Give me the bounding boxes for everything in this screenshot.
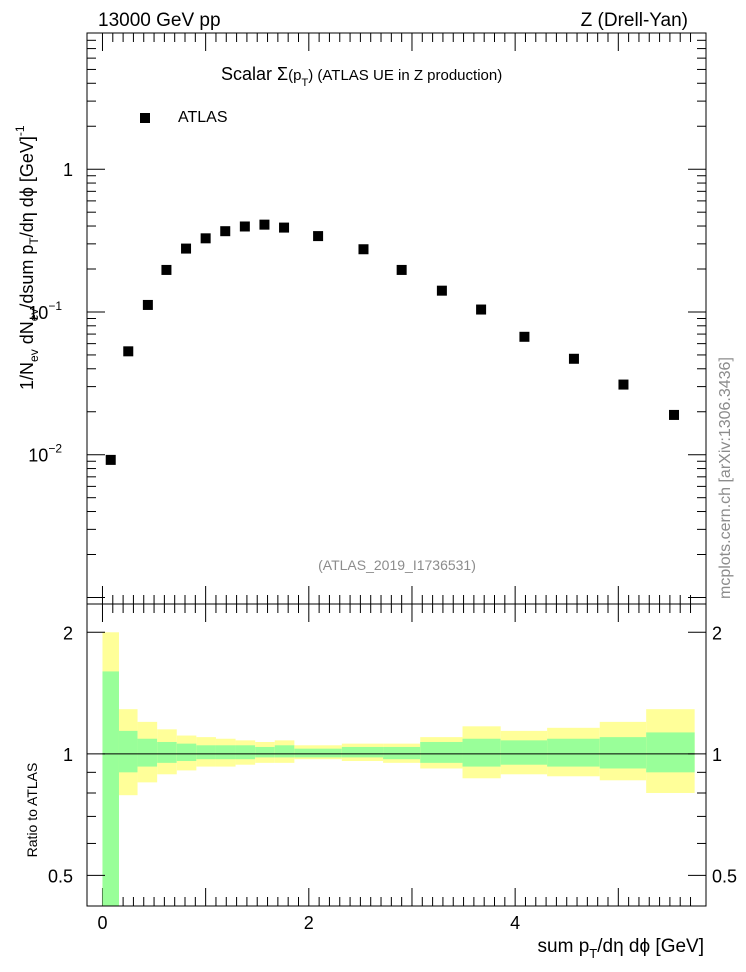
bottom-panel xyxy=(86,603,707,907)
ratio-tick-label-right-0: 0.5 xyxy=(712,866,737,886)
y-tick-label-top-0: 1 xyxy=(63,160,73,180)
data-point-17 xyxy=(618,379,629,390)
data-points xyxy=(105,219,680,465)
band-inner-8 xyxy=(255,746,275,758)
band-inner-18 xyxy=(646,732,695,773)
data-point-15 xyxy=(519,331,530,342)
band-inner-11 xyxy=(341,746,384,758)
y-tick-label-top-1: 10−1 xyxy=(28,299,62,323)
x-tick-label-2: 4 xyxy=(510,913,520,933)
band-inner-3 xyxy=(157,741,177,763)
data-point-2 xyxy=(142,299,153,310)
plot-title-prefix: Scalar xyxy=(221,64,277,84)
bottom-ticks: 0.5 0.5 1 1 2 2 xyxy=(48,623,737,886)
band-inner-0 xyxy=(102,671,119,906)
band-inner-2 xyxy=(137,738,158,767)
band-inner-12 xyxy=(383,746,421,760)
ratio-tick-label-left-1: 1 xyxy=(63,745,73,765)
data-point-4 xyxy=(181,243,192,254)
band-inner-14 xyxy=(462,738,501,767)
band-inner-16 xyxy=(547,738,600,767)
data-point-10 xyxy=(313,231,324,242)
x-tick-label-0: 0 xyxy=(97,913,107,933)
plot-title-suffix: ) (ATLAS UE in Z production) xyxy=(308,67,502,84)
plot-title-p: (p xyxy=(288,67,301,84)
data-point-16 xyxy=(568,353,579,364)
top-ticks: 1 10−1 10−2 0 2 4 xyxy=(28,32,706,933)
ratio-tick-label-left-2: 2 xyxy=(63,623,73,643)
bottom-frame-border xyxy=(86,603,707,907)
band-inner-17 xyxy=(599,737,647,769)
y-axis-title-bottom: Ratio to ATLAS xyxy=(24,763,40,858)
legend-marker xyxy=(140,113,150,123)
data-point-12 xyxy=(396,264,407,275)
ratio-tick-label-right-2: 2 xyxy=(712,623,722,643)
band-inner-7 xyxy=(235,745,256,760)
x-axis-title: sum pT/dη dϕ [GeV] xyxy=(538,936,704,961)
data-point-13 xyxy=(436,285,447,296)
header-process: Z (Drell-Yan) xyxy=(581,10,688,31)
data-point-11 xyxy=(358,244,369,255)
header-energy: 13000 GeV pp xyxy=(98,10,221,31)
data-point-14 xyxy=(476,304,487,315)
band-inner-9 xyxy=(274,745,295,758)
y-axis-title-top: 1/Nev dNev/dsum pT/dη dϕ [GeV]-1 xyxy=(13,125,41,390)
data-point-7 xyxy=(239,221,250,232)
data-point-5 xyxy=(200,233,211,244)
ratio-tick-label-left-0: 0.5 xyxy=(48,866,73,886)
y-tick-label-top-2: 10−2 xyxy=(28,442,62,466)
data-point-6 xyxy=(220,226,231,237)
data-point-0 xyxy=(105,454,116,465)
data-point-3 xyxy=(161,264,172,275)
plot-title-sigma: Σ xyxy=(277,64,288,84)
band-inner-13 xyxy=(420,741,463,763)
data-point-18 xyxy=(669,409,680,420)
analysis-id: (ATLAS_2019_I1736531) xyxy=(318,557,476,573)
data-point-9 xyxy=(279,222,290,233)
band-inner-15 xyxy=(500,740,548,765)
plot-title: Scalar Σ(pT) (ATLAS UE in Z production) xyxy=(221,64,502,89)
band-inner-5 xyxy=(196,745,216,760)
legend-label: ATLAS xyxy=(178,109,228,126)
side-label: mcplots.cern.ch [arXiv:1306.3436] xyxy=(717,357,734,599)
plot-title-sub: T xyxy=(302,77,309,89)
band-inner-6 xyxy=(215,745,236,760)
ratio-tick-label-right-1: 1 xyxy=(712,745,722,765)
band-inner-4 xyxy=(176,743,197,762)
ratio-bands xyxy=(102,632,695,906)
band-inner-1 xyxy=(118,730,138,773)
data-point-8 xyxy=(259,219,270,230)
band-inner-10 xyxy=(294,748,342,758)
x-tick-label-1: 2 xyxy=(304,913,314,933)
data-point-1 xyxy=(123,346,134,357)
